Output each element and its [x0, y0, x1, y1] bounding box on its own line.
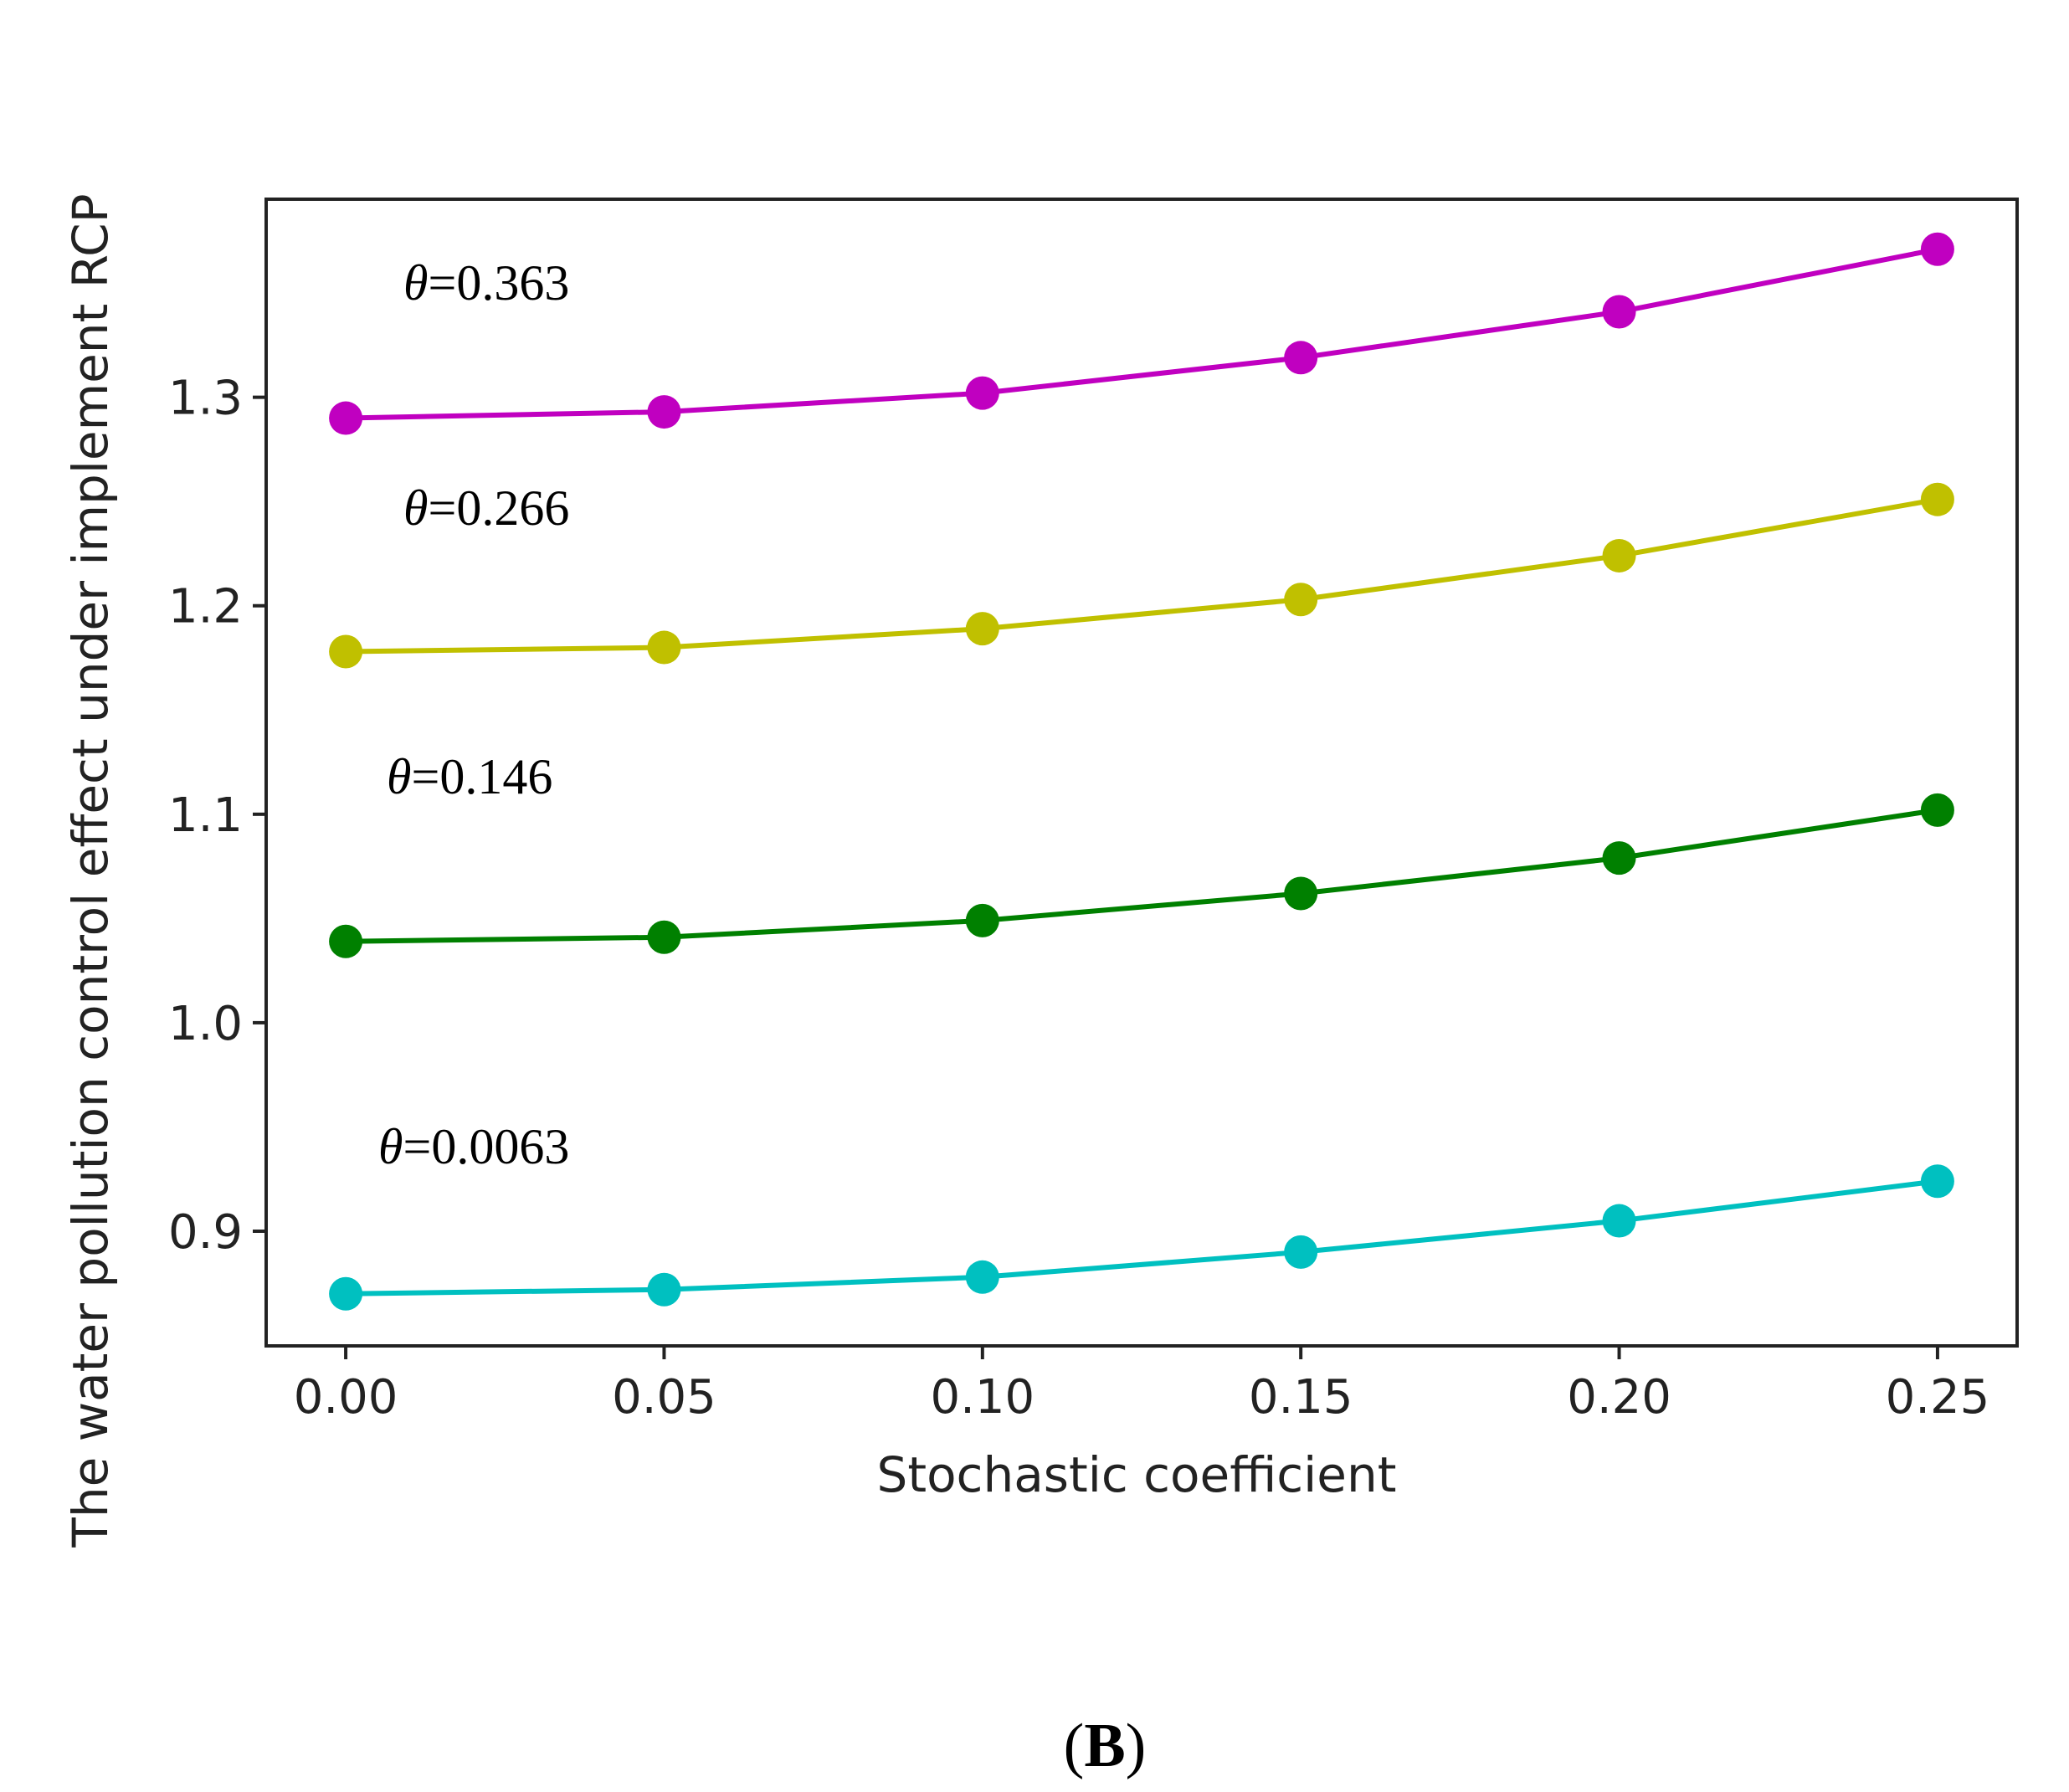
data-point [965, 376, 999, 410]
annotation-theta-0266: θ=0.266 [403, 480, 569, 536]
data-point [329, 401, 363, 435]
plot-frame [264, 198, 2019, 1348]
data-point [647, 1272, 681, 1307]
series-3 [329, 793, 1954, 958]
data-point [647, 920, 681, 954]
y-tick-label: 0.9 [168, 1205, 243, 1260]
y-tick-label: 1.1 [168, 788, 243, 843]
x-tick-label: 0.10 [930, 1370, 1034, 1425]
data-point [647, 630, 681, 665]
x-tick-label: 0.25 [1886, 1370, 1990, 1425]
data-point [1284, 1235, 1318, 1269]
data-point [1920, 232, 1954, 266]
data-point [1284, 876, 1318, 911]
x-axis-label: Stochastic coefficient [877, 1446, 1397, 1503]
x-tick-label: 0.05 [612, 1370, 716, 1425]
series-line [343, 246, 1940, 421]
x-tick-label: 0.00 [294, 1370, 398, 1425]
data-point [1920, 793, 1954, 827]
panel-label: (B) [1064, 1712, 1147, 1780]
series-line [343, 1178, 1940, 1297]
data-point [647, 395, 681, 429]
theta-annotations: θ=0.363 θ=0.266 θ=0.146 θ=0.0063 [378, 255, 569, 1174]
annotation-theta-00063: θ=0.0063 [378, 1119, 569, 1174]
y-tick-label: 1.2 [168, 580, 243, 634]
data-point [1602, 1204, 1636, 1238]
y-tick-label: 1.0 [168, 997, 243, 1051]
series-4 [329, 1164, 1954, 1311]
data-point [1602, 841, 1636, 875]
data-point [1602, 538, 1636, 573]
data-point [1284, 583, 1318, 617]
series-line [343, 807, 1940, 944]
data-point [329, 924, 363, 958]
data-point [329, 1276, 363, 1311]
x-tick-label: 0.20 [1567, 1370, 1671, 1425]
y-tick-label: 1.3 [168, 372, 243, 426]
series-2 [329, 482, 1954, 669]
chart-marks: 0.00 0.05 0.10 0.15 0.20 0.25 0.9 1.0 1.1 1.2 1.3 [168, 198, 2019, 1425]
series-line [343, 496, 1940, 655]
data-point [329, 634, 363, 669]
annotation-theta-0363: θ=0.363 [403, 255, 569, 311]
x-tick-label: 0.15 [1249, 1370, 1353, 1425]
data-point [965, 1260, 999, 1294]
data-point [1920, 482, 1954, 516]
data-point [965, 903, 999, 937]
y-axis-label: The water pollution control effect under… [62, 193, 119, 1548]
data-point [1602, 295, 1636, 329]
series-1 [329, 232, 1954, 435]
annotation-theta-0146: θ=0.146 [387, 749, 552, 804]
data-point [1284, 341, 1318, 375]
data-point [965, 612, 999, 646]
data-point [1920, 1164, 1954, 1199]
